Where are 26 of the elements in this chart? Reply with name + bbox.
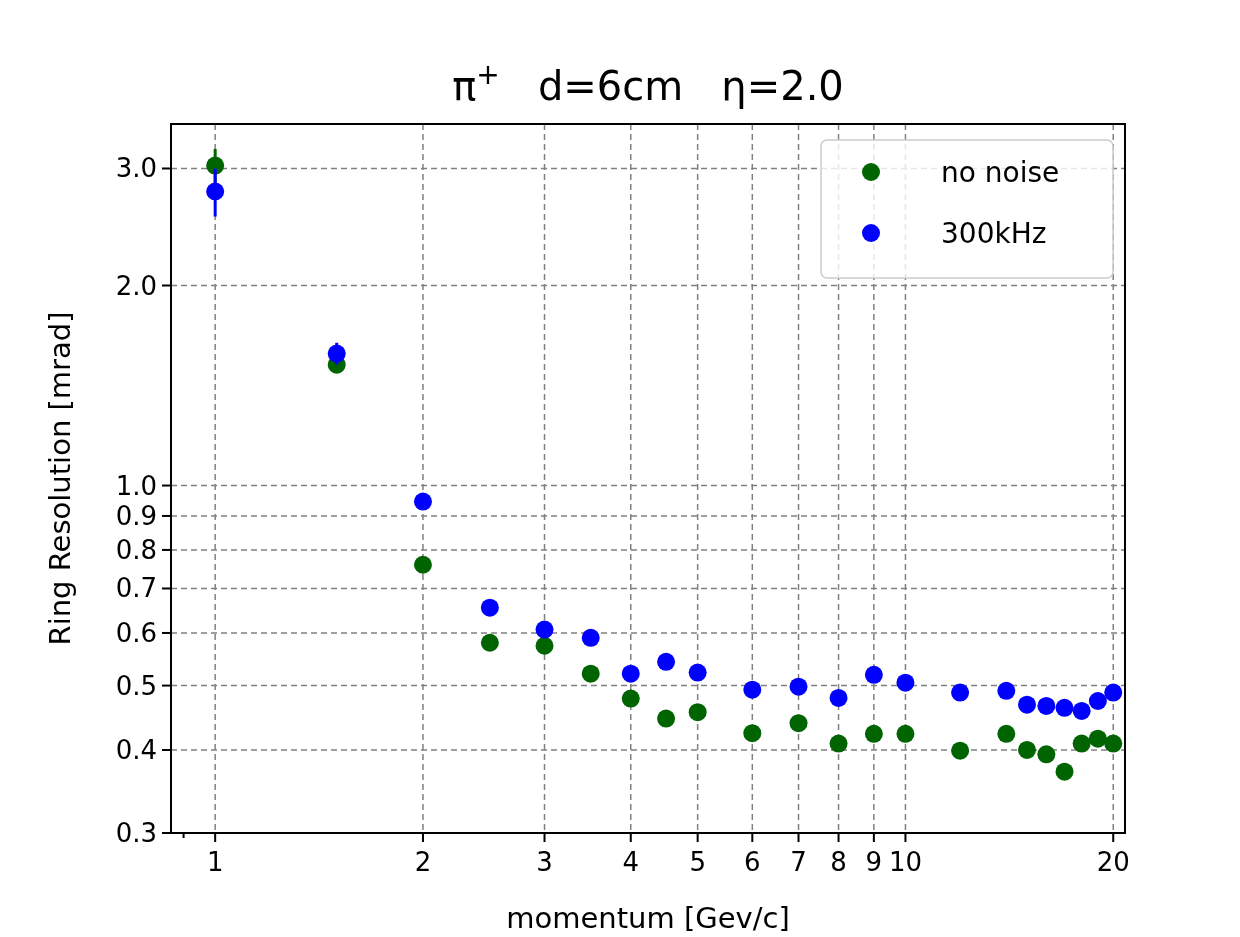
x-tick-label: 20 (1096, 847, 1130, 877)
x-tick-label: 6 (744, 847, 761, 877)
x-axis-title: momentum [Gev/c] (506, 901, 790, 935)
x-tick-label: 4 (622, 847, 640, 877)
y-tick-label: 0.5 (115, 670, 157, 701)
y-tick-label: 1.0 (115, 470, 157, 501)
y-tick-label: 0.6 (115, 617, 157, 648)
x-tick-label: 10 (888, 847, 922, 877)
y-tick-label: 0.3 (115, 818, 157, 848)
y-tick-label: 0.7 (115, 573, 157, 604)
legend-label: no noise (941, 156, 1060, 189)
y-tick-label: 3.0 (115, 153, 157, 184)
x-tick-label: 3 (536, 847, 553, 877)
y-tick-label: 0.4 (115, 734, 157, 765)
x-tick-label: 2 (414, 847, 432, 877)
y-tick-label: 0.9 (115, 500, 157, 531)
x-tick-label: 7 (790, 847, 807, 877)
y-axis-title: Ring Resolution [mrad] (43, 311, 77, 646)
x-tick-label: 9 (865, 847, 883, 877)
x-tick-label: 8 (830, 847, 847, 877)
y-tick-label: 0.8 (115, 534, 157, 565)
y-tick-label: 2.0 (115, 270, 157, 301)
x-tick-label: 1 (206, 847, 224, 877)
x-tick-label: 5 (689, 847, 706, 877)
chart-title: π$^{+}$ d=6cm η=2.0 (452, 57, 844, 109)
legend-label: 300kHz (941, 217, 1047, 250)
